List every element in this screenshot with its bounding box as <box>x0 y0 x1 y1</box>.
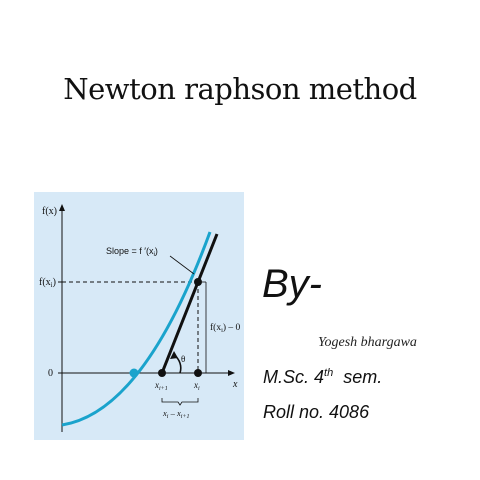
by-label: By- <box>262 262 322 306</box>
zero-label: 0 <box>48 368 53 379</box>
author-name: Yogesh bhargawa <box>318 335 417 350</box>
point-x-i1 <box>158 369 166 377</box>
x-axis-arrow <box>228 370 235 376</box>
point-x-i <box>194 369 202 377</box>
x-axis-label: x <box>232 379 238 390</box>
run-label: xi – xi+1 <box>162 408 189 420</box>
tangent-line <box>160 233 219 374</box>
diagram-svg: f(x) x f(xi) 0 Slope = f ′(xi) f(xi) – 0… <box>34 192 244 440</box>
roll-number: Roll no. 4086 <box>263 402 370 422</box>
rise-label: f(xi) – 0 <box>210 322 241 334</box>
theta-label: θ <box>181 354 185 364</box>
f-xi-label: f(xi) <box>39 277 56 289</box>
y-axis-arrow <box>59 204 65 211</box>
y-axis-label: f(x) <box>42 206 57 217</box>
x-i1-label: xi+1 <box>154 380 168 392</box>
degree-text: M.Sc. 4th sem. <box>263 367 383 387</box>
tangent-point <box>194 278 202 286</box>
slope-label: Slope = f ′(xi) <box>106 246 158 258</box>
newton-raphson-diagram: f(x) x f(xi) 0 Slope = f ′(xi) f(xi) – 0… <box>34 192 244 440</box>
function-curve <box>61 231 212 427</box>
diagram-background <box>34 192 244 440</box>
slide-title: Newton raphson method <box>63 72 417 106</box>
root-point <box>129 368 139 378</box>
run-bracket <box>161 398 199 406</box>
x-i-label: xi <box>193 380 200 392</box>
theta-arrow <box>170 351 178 359</box>
slope-pointer <box>169 255 195 275</box>
